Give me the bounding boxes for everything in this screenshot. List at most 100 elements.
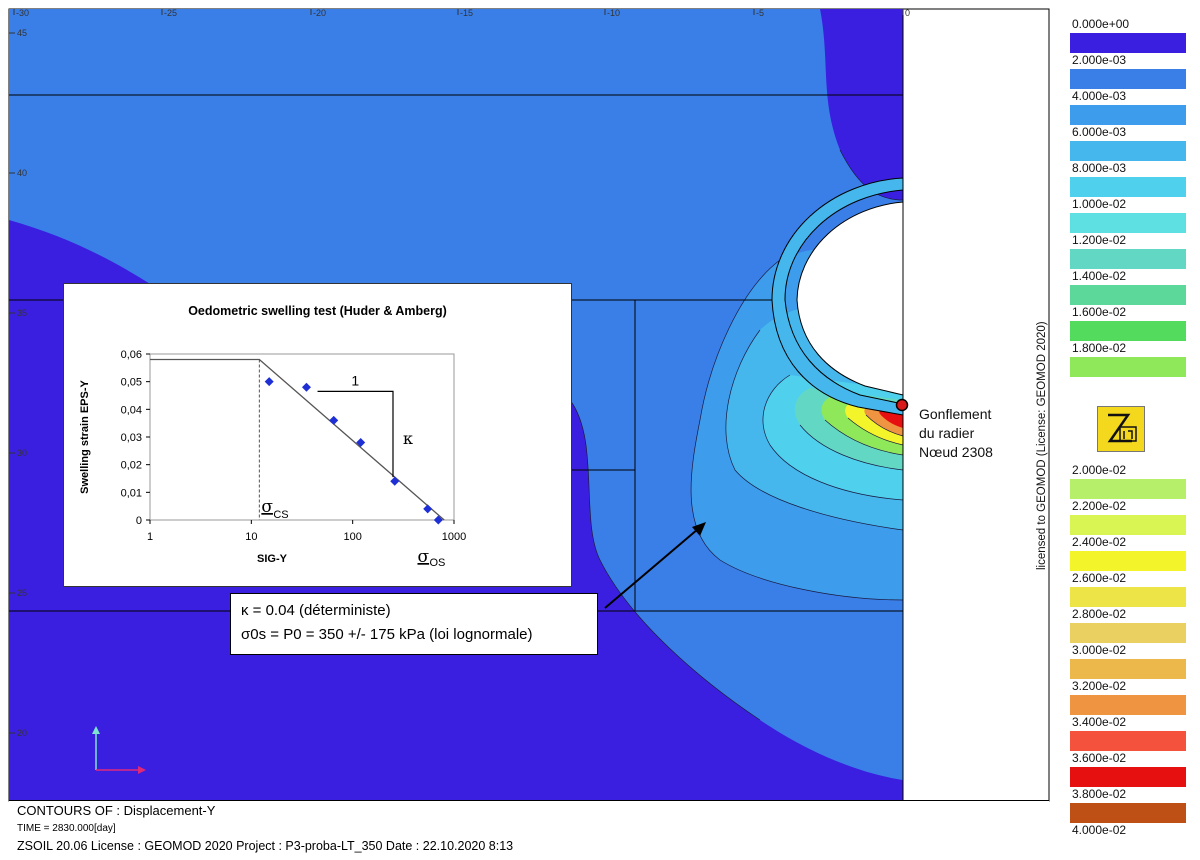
contour-band-zero-top <box>820 9 903 200</box>
legend-label: 1.600e-02 <box>1072 305 1127 319</box>
legend-swatch <box>1070 357 1186 377</box>
legend-swatch <box>1070 551 1186 571</box>
inset-data-point <box>423 504 433 514</box>
inset-y-tick-label: 0,05 <box>121 377 142 389</box>
ruler-top-label: -25 <box>164 8 177 18</box>
inset-data-point <box>356 438 366 448</box>
legend-label: 0.000e+00 <box>1072 17 1130 31</box>
inset-data-point <box>329 415 339 425</box>
legend-label: 2.000e-02 <box>1072 463 1127 477</box>
inset-sigma-os-label: σ <box>417 547 429 567</box>
inset-sigma-os-subscript: OS <box>429 557 445 569</box>
legend-label: 6.000e-03 <box>1072 125 1127 139</box>
legend-swatch <box>1070 141 1186 161</box>
inset-x-tick-label: 10 <box>245 531 257 543</box>
inset-y-axis-label: Swelling strain EPS-Y <box>79 379 91 493</box>
ruler-left-label: 30 <box>17 448 27 458</box>
legend-swatch <box>1070 33 1186 53</box>
legend-label: 2.400e-02 <box>1072 535 1127 549</box>
ruler-left-label: 45 <box>17 28 27 38</box>
legend-label: 1.800e-02 <box>1072 341 1127 355</box>
legend-swatch <box>1070 767 1186 787</box>
inset-data-point <box>433 515 443 525</box>
legend-label: 3.000e-02 <box>1072 643 1127 657</box>
callout-arrow-head <box>692 522 706 536</box>
ruler-top-label: -15 <box>460 8 473 18</box>
inset-slope-run-label: 1 <box>351 372 359 388</box>
ruler-left-label: 20 <box>17 728 27 738</box>
inset-y-tick-label: 0,04 <box>121 404 142 416</box>
node-label-line: Nœud 2308 <box>919 444 993 460</box>
parameter-callout: κ = 0.04 (déterministe) σ0s = P0 = 350 +… <box>230 593 598 655</box>
callout-arrow <box>604 528 699 609</box>
node-label: Gonflement du radier Nœud 2308 <box>919 405 993 462</box>
legend-swatch <box>1070 731 1186 751</box>
inset-y-tick-label: 0,02 <box>121 460 142 472</box>
tunnel-lining <box>771 177 904 416</box>
inset-y-tick-label: 0,01 <box>121 487 142 499</box>
legend-swatch <box>1070 803 1186 823</box>
legend-swatch <box>1070 479 1186 499</box>
ruler-left-label: 40 <box>17 168 27 178</box>
legend-label: 2.600e-02 <box>1072 571 1127 585</box>
node-label-line: Gonflement <box>919 406 992 422</box>
swelling-test-inset: Oedometric swelling test (Huder & Amberg… <box>63 283 572 587</box>
legend-swatch <box>1070 587 1186 607</box>
legend-label: 4.000e-02 <box>1072 823 1127 837</box>
legend-swatch <box>1070 105 1186 125</box>
inset-x-axis-label: SIG-Y <box>257 553 288 565</box>
legend-label: 3.600e-02 <box>1072 751 1127 765</box>
tunnel-excavation <box>796 201 904 396</box>
legend-swatch <box>1070 321 1186 341</box>
legend-label: 2.800e-02 <box>1072 607 1127 621</box>
inset-y-tick-label: 0 <box>136 515 142 527</box>
legend-swatch <box>1070 695 1186 715</box>
inset-fit-line <box>150 358 445 521</box>
inset-data-point <box>301 382 311 392</box>
legend-label: 8.000e-03 <box>1072 161 1127 175</box>
callout-sigma: σ0s = P0 = 350 +/- 175 kPa (loi lognorma… <box>241 626 533 643</box>
ruler-top-label: -5 <box>756 8 764 18</box>
legend-swatch <box>1070 515 1186 535</box>
inset-x-tick-label: 1 <box>147 531 153 543</box>
legend-swatch <box>1070 213 1186 233</box>
ruler-top-label: -20 <box>313 8 326 18</box>
legend-label: 1.000e-02 <box>1072 197 1127 211</box>
legend-swatch <box>1070 249 1186 269</box>
legend-label: 3.800e-02 <box>1072 787 1127 801</box>
ruler-left-label: 25 <box>17 588 27 598</box>
legend-swatch <box>1070 285 1186 305</box>
legend-swatch <box>1070 659 1186 679</box>
inset-x-tick-label: 100 <box>343 531 361 543</box>
inset-y-tick-label: 0,03 <box>121 432 142 444</box>
legend-swatch <box>1070 69 1186 89</box>
legend-swatch <box>1070 177 1186 197</box>
node-2308-marker[interactable] <box>895 398 909 412</box>
legend-label: 4.000e-03 <box>1072 89 1127 103</box>
legend-label: 3.400e-02 <box>1072 715 1127 729</box>
node-label-line: du radier <box>919 425 975 441</box>
ruler-left: 45 40 35 30 25 20 <box>9 28 27 738</box>
callout-kappa: κ = 0.04 (déterministe) <box>241 602 391 619</box>
legend-label: 3.200e-02 <box>1072 679 1127 693</box>
inset-x-tick-label: 1000 <box>442 531 466 543</box>
ruler-top-label: -10 <box>607 8 620 18</box>
legend-swatch <box>1070 623 1186 643</box>
axis-triad-icon <box>92 726 146 774</box>
inset-slope-triangle <box>317 390 394 478</box>
project-info: ZSOIL 20.06 License : GEOMOD 2020 Projec… <box>17 839 514 853</box>
legend-label: 2.000e-03 <box>1072 53 1127 67</box>
zsoil-logo-icon <box>1097 406 1145 452</box>
inset-data-point <box>264 377 274 387</box>
inset-sigma-cs-label: σ <box>261 497 273 517</box>
ruler-left-label: 35 <box>17 308 27 318</box>
inset-y-tick-label: 0,06 <box>121 349 142 361</box>
license-label: licensed to GEOMOD (License: GEOMOD 2020… <box>1036 321 1048 570</box>
inset-title: Oedometric swelling test (Huder & Amberg… <box>188 304 447 318</box>
contours-label: CONTOURS OF : Displacement-Y <box>17 803 216 818</box>
legend-label: 2.200e-02 <box>1072 499 1127 513</box>
legend-label: 1.400e-02 <box>1072 269 1127 283</box>
inset-sigma-cs-subscript: CS <box>273 509 288 521</box>
